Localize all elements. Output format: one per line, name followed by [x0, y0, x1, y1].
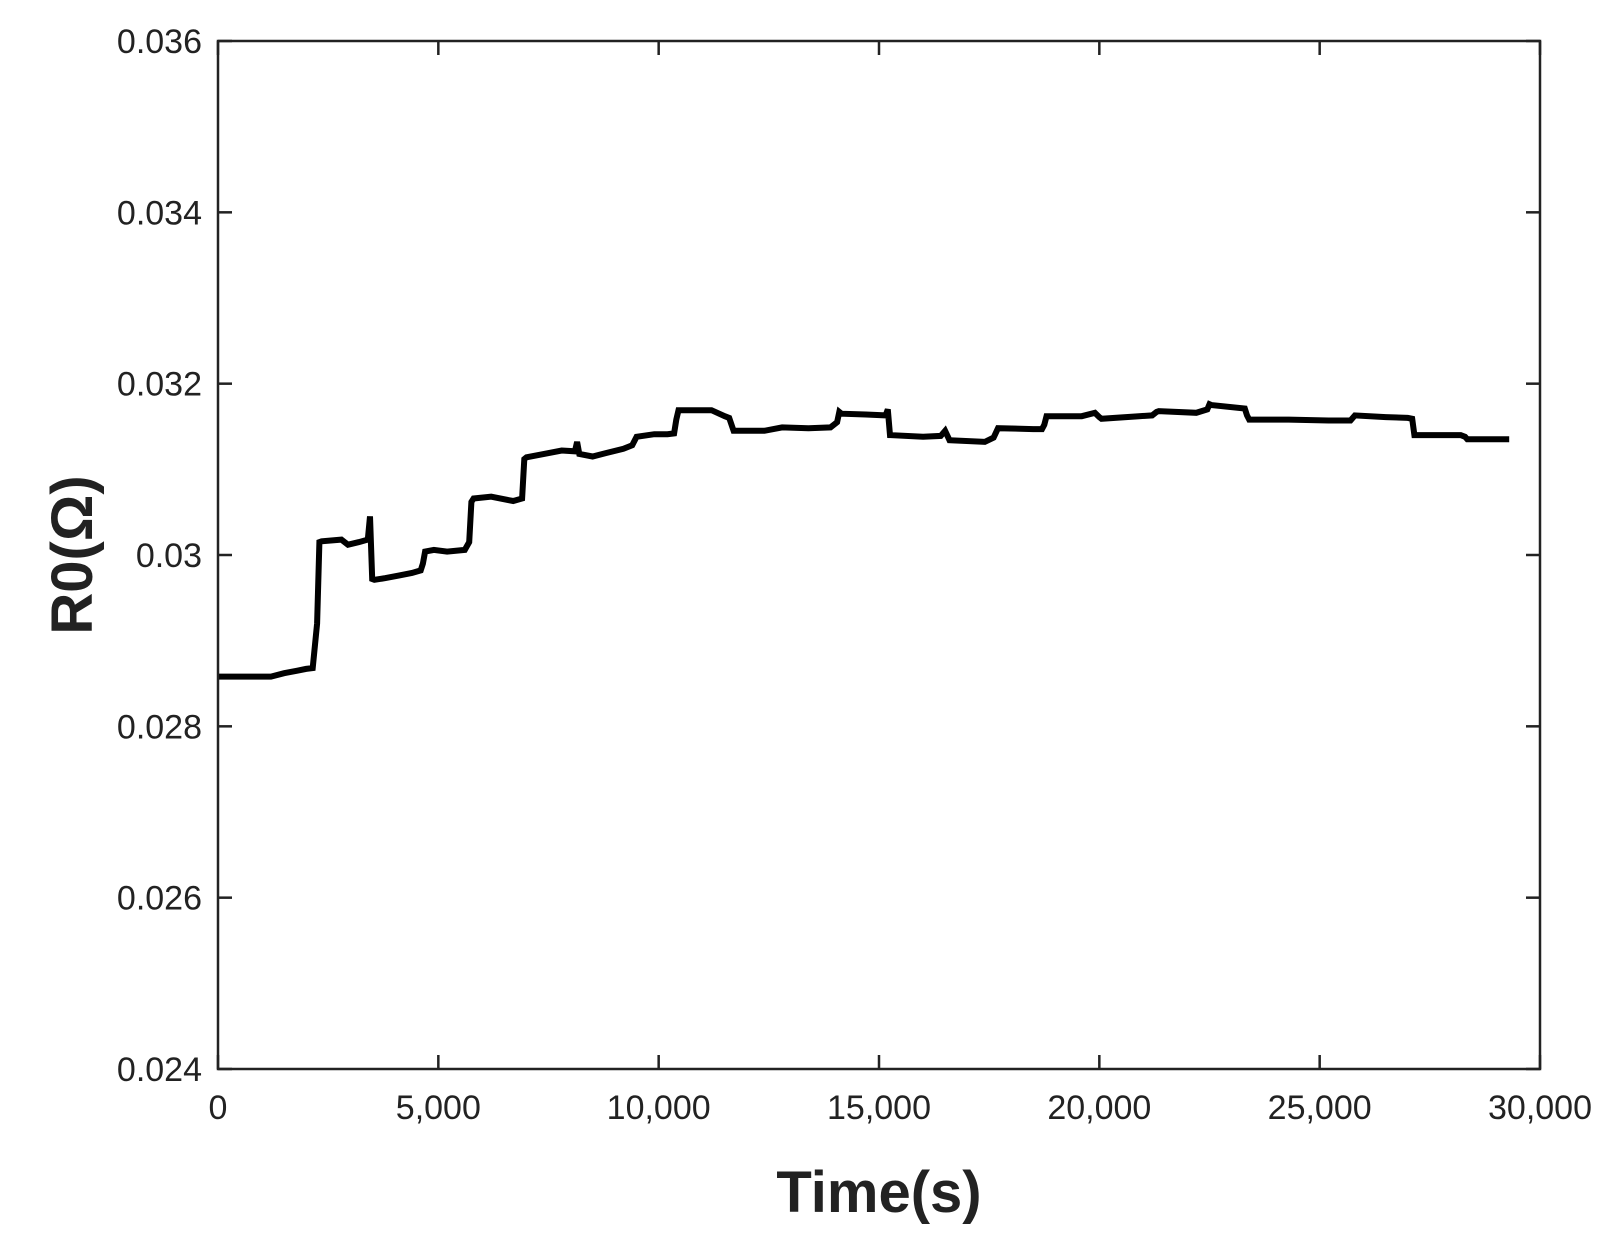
plot-frame — [216, 39, 1542, 1071]
x-tick-label: 10,000 — [607, 1089, 711, 1127]
x-axis-title: Time(s) — [776, 1160, 981, 1225]
x-tick-label: 30,000 — [1488, 1089, 1592, 1127]
x-tick-label: 25,000 — [1268, 1089, 1372, 1127]
y-tick-label: 0.028 — [117, 708, 202, 746]
x-tick-label: 20,000 — [1047, 1089, 1151, 1127]
y-tick-label: 0.026 — [117, 880, 202, 918]
y-tick-label: 0.03 — [136, 537, 202, 575]
series-line-r0 — [218, 400, 1510, 680]
y-tick-label: 0.036 — [117, 23, 202, 61]
axis-tick-labels: 0 5,000 10,000 15,000 20,000 25,000 30,000 0.02… — [117, 23, 1592, 1127]
x-tick-label: 0 — [209, 1089, 228, 1127]
y-tick-label: 0.024 — [117, 1051, 202, 1089]
y-tick-label: 0.032 — [117, 366, 202, 404]
x-tick-label: 5,000 — [396, 1089, 481, 1127]
y-tick-label: 0.034 — [117, 194, 202, 232]
y-axis-title: R0(Ω) — [40, 475, 105, 634]
x-tick-label: 15,000 — [827, 1089, 931, 1127]
